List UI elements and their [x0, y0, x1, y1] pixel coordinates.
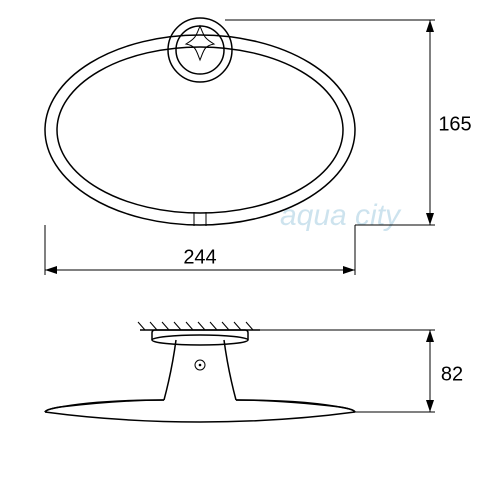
- dim-height-side: 82: [441, 363, 463, 385]
- technical-drawing: aqua city: [0, 0, 500, 500]
- dimension-lines: 244 165 82: [45, 20, 472, 412]
- dim-height-top: 165: [438, 113, 471, 135]
- dim-width: 244: [183, 246, 216, 268]
- front-view: [45, 18, 355, 226]
- side-view: [45, 322, 355, 422]
